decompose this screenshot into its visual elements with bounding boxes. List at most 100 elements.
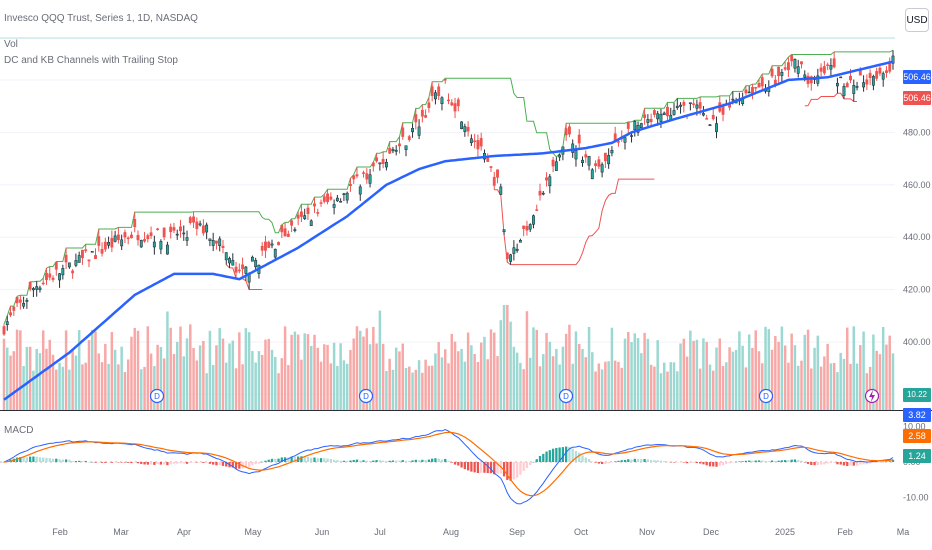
macd-histogram-bar (352, 459, 355, 462)
volume-bar (473, 353, 476, 410)
volume-bar (489, 329, 493, 410)
macd-histogram-bar (578, 452, 581, 462)
volume-bar (179, 326, 182, 410)
candle-body (607, 155, 611, 165)
indicator-dc-label[interactable]: DC and KB Channels with Trailing Stop (4, 55, 178, 66)
macd-histogram-bar (666, 461, 669, 463)
time-axis-tick: May (244, 527, 262, 537)
macd-histogram-bar (643, 459, 646, 462)
macd-histogram-bar (270, 458, 274, 462)
candle-body (280, 224, 284, 233)
macd-histogram-bar (329, 458, 332, 462)
candle-body (600, 164, 604, 173)
volume-bar (741, 345, 744, 410)
candle-body (515, 248, 519, 251)
macd-histogram-bar (764, 460, 767, 462)
volume-bar (287, 365, 290, 410)
currency-button[interactable]: USD (905, 8, 929, 32)
volume-bar (195, 360, 199, 410)
candle-body (610, 149, 614, 154)
time-axis-tick: Jul (374, 527, 386, 537)
indicator-macd-label[interactable]: MACD (4, 425, 34, 436)
symbol-title[interactable]: Invesco QQQ Trust, Series 1, 1D, NASDAQ (4, 13, 198, 24)
macd-histogram-bar (489, 462, 493, 474)
macd-histogram-bar (172, 462, 176, 464)
macd-histogram-bar (757, 460, 761, 462)
volume-bar (515, 352, 519, 410)
macd-histogram-bar (303, 456, 306, 462)
macd-histogram-bar (617, 460, 620, 462)
macd-histogram-bar (316, 458, 319, 462)
volume-bar (463, 361, 467, 410)
macd-histogram-bar (614, 461, 617, 462)
volume-bar (829, 363, 833, 410)
macd-histogram-bar (359, 460, 362, 462)
macd-histogram-bar (48, 458, 51, 462)
dividend-marker-label: D (363, 392, 369, 401)
volume-bar (175, 341, 179, 410)
candle-body (61, 268, 65, 276)
volume-bar (277, 373, 280, 410)
volume-bar (803, 334, 806, 410)
volume-bar (604, 361, 607, 410)
candle-body (646, 119, 650, 123)
candle-body (2, 326, 6, 335)
volume-bar (783, 345, 787, 410)
candle-body (437, 86, 441, 96)
candle-body (617, 141, 620, 143)
volume-bar (545, 332, 548, 410)
candle-body (581, 159, 584, 163)
macd-histogram-bar (846, 462, 849, 467)
volume-bar (888, 335, 891, 410)
candle-body (587, 156, 591, 166)
macd-histogram-bar (565, 446, 568, 462)
candle-body (849, 75, 852, 81)
volume-bar (443, 349, 447, 410)
candle-body (705, 118, 709, 120)
trailing-stop-segment (494, 178, 655, 266)
candle-body (809, 76, 813, 84)
macd-histogram-bar (819, 462, 823, 465)
macd-histogram-bar (208, 462, 212, 464)
macd-histogram-bar (342, 460, 346, 462)
candle-body (358, 186, 362, 195)
volume-bar (483, 336, 486, 410)
macd-histogram-bar (431, 458, 434, 462)
macd-histogram-bar (395, 460, 398, 462)
macd-histogram-bar (264, 460, 267, 462)
time-axis-tick: Feb (52, 527, 68, 537)
candle-body (430, 86, 434, 96)
candle-body (136, 234, 140, 241)
candle-body (829, 65, 833, 70)
candle-body (172, 227, 176, 231)
macd-histogram-bar (411, 460, 414, 462)
macd-histogram-bar (633, 458, 636, 462)
volume-bar (368, 344, 372, 410)
indicator-vol-label[interactable]: Vol (4, 39, 18, 50)
volume-bar (519, 362, 522, 410)
macd-histogram-bar (424, 459, 427, 462)
candle-body (201, 225, 205, 234)
candle-body (816, 75, 820, 84)
candle-body (313, 203, 316, 207)
candle-body (754, 86, 758, 89)
macd-histogram-bar (748, 460, 751, 462)
macd-histogram-bar (414, 459, 417, 462)
candle-body (48, 273, 52, 278)
macd-histogram-bar (375, 460, 378, 462)
candle-body (453, 103, 457, 112)
volume-bar (568, 324, 571, 410)
macd-histogram-bar (839, 462, 842, 465)
macd-histogram-bar (620, 460, 623, 462)
candle-body (460, 121, 464, 130)
candle-body (590, 169, 594, 180)
candle-body (165, 244, 169, 255)
volume-bar (143, 366, 146, 410)
macd-histogram-bar (486, 462, 489, 474)
volume-bar (274, 356, 277, 410)
candle-body (368, 174, 372, 184)
volume-bar (682, 338, 686, 410)
volume-bar (372, 326, 375, 410)
